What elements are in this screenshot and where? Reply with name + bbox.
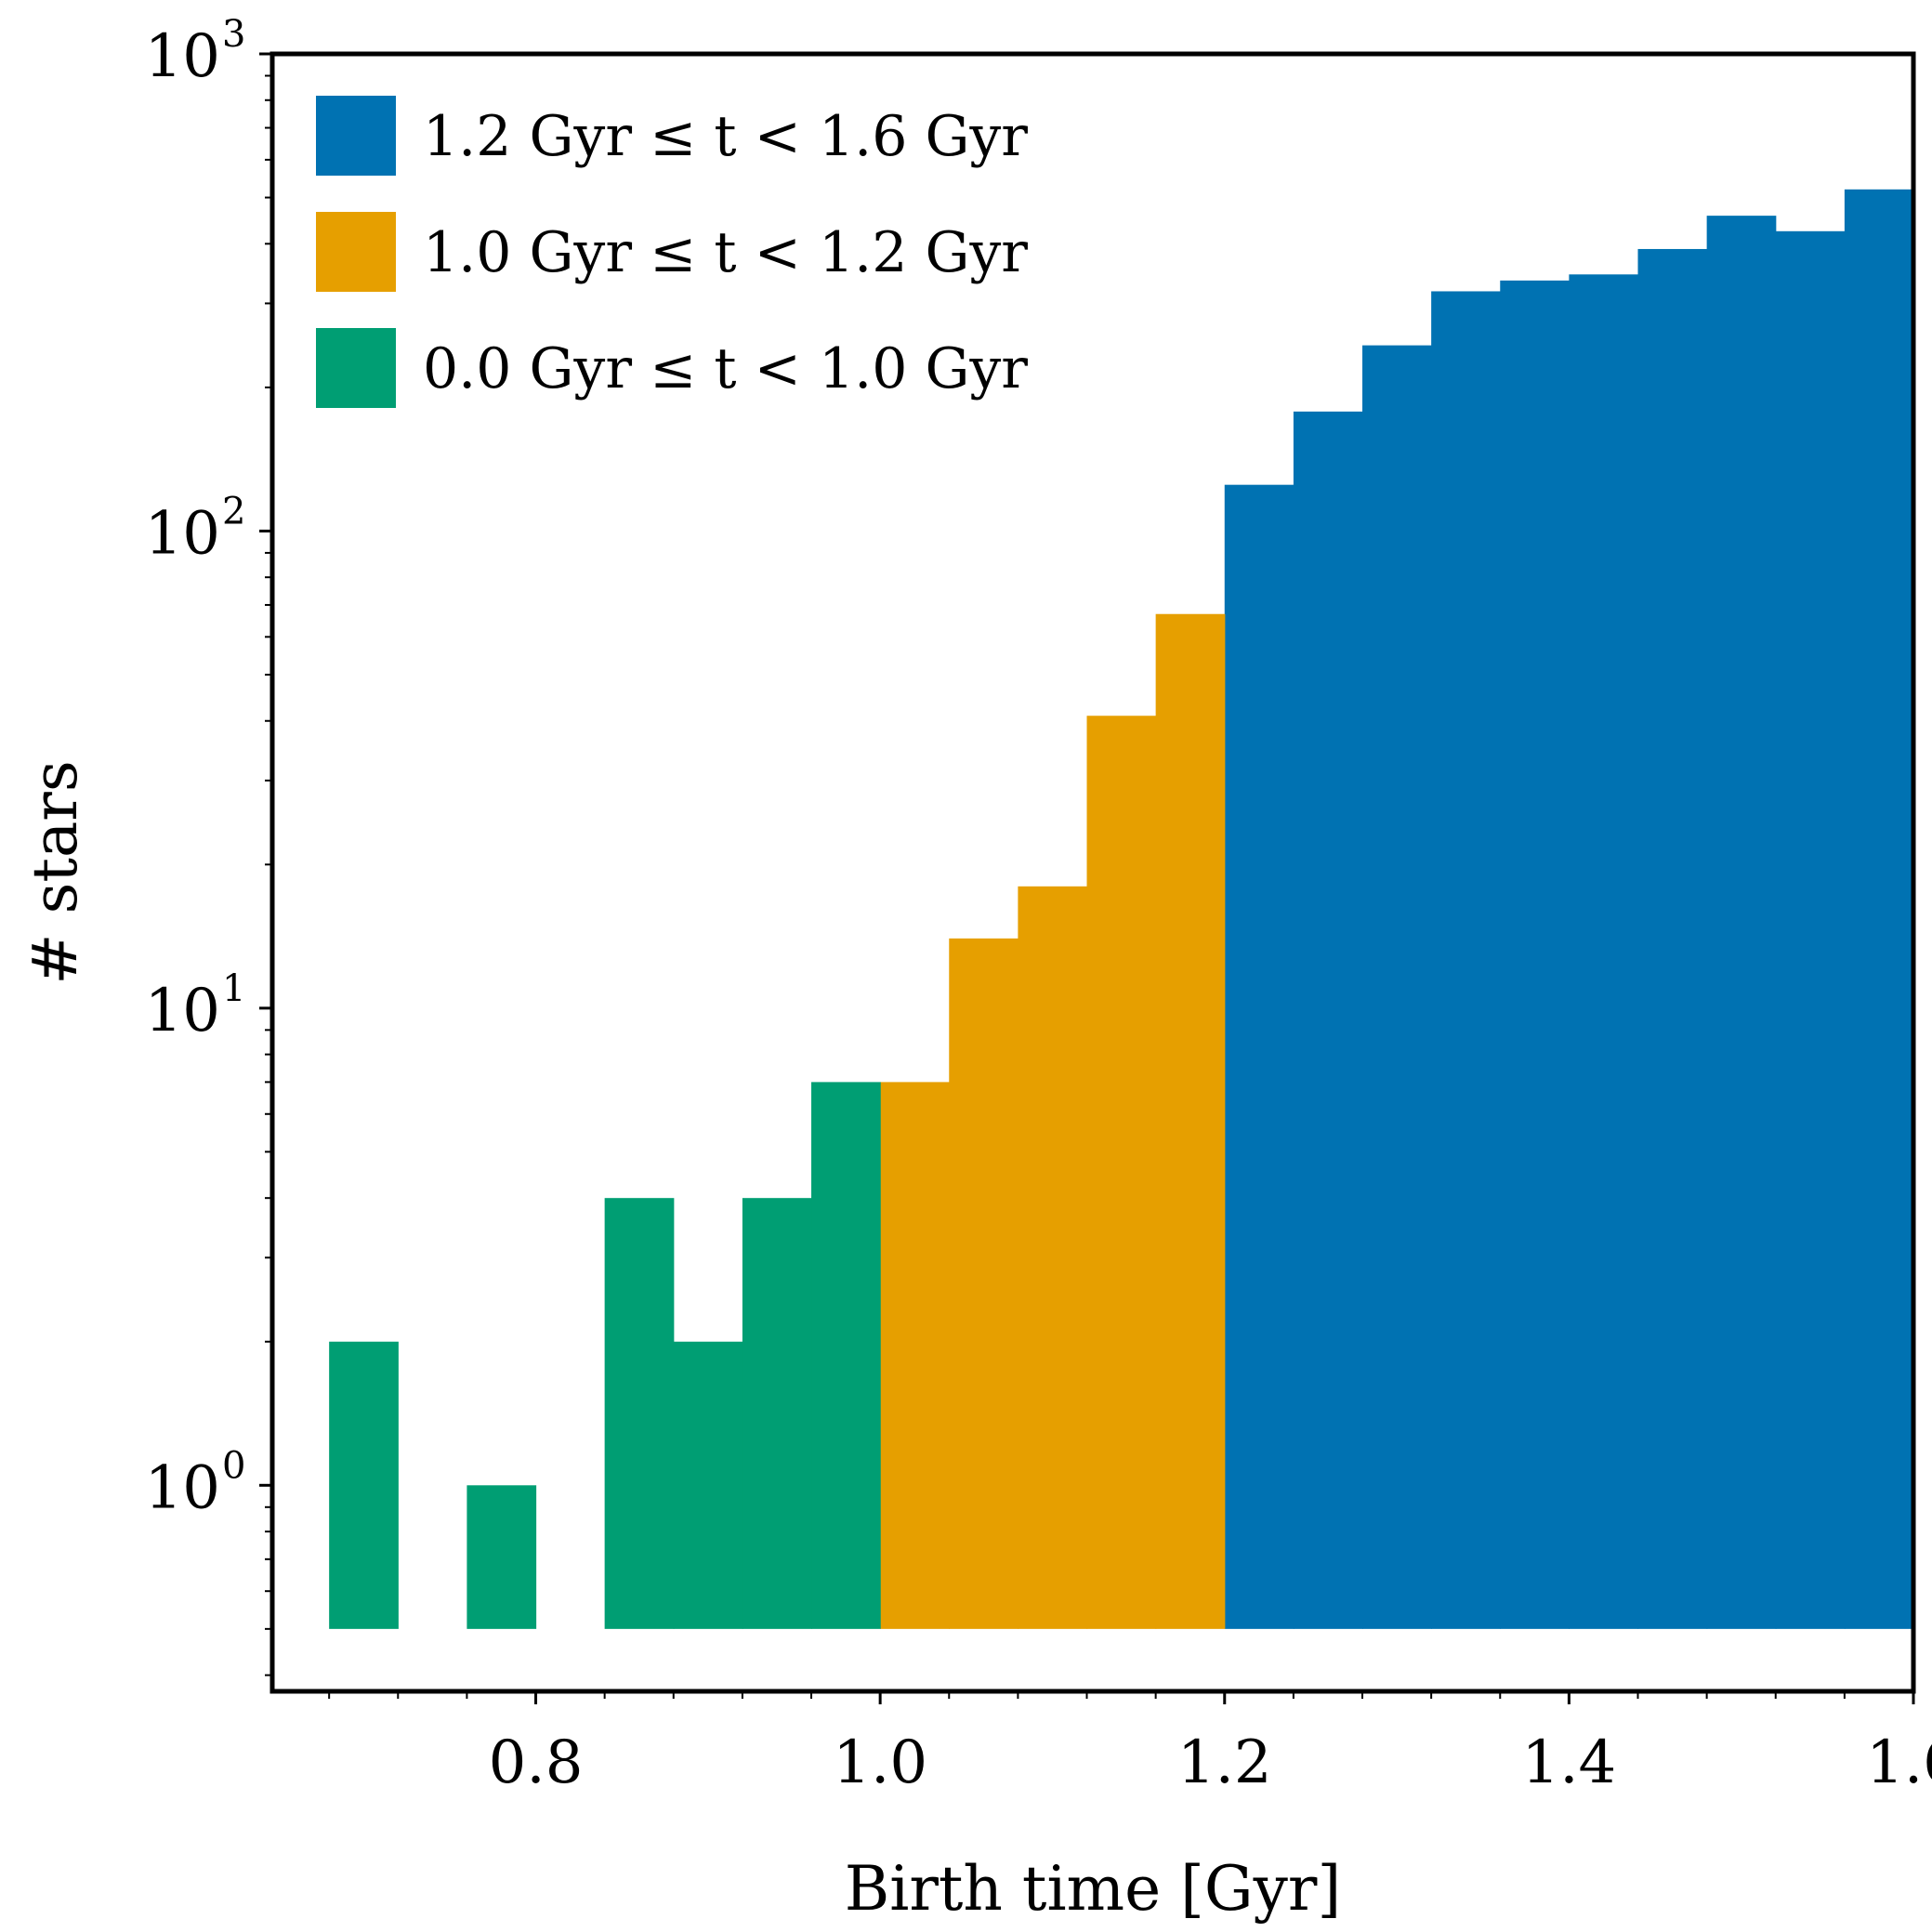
histogram-bar: [1706, 216, 1777, 1629]
histogram-bar: [1844, 189, 1914, 1629]
x-axis-label: Birth time [Gyr]: [845, 1853, 1341, 1925]
histogram-bar: [1155, 613, 1226, 1629]
histogram-bar: [1431, 291, 1501, 1629]
x-tick-label: 1.4: [1521, 1728, 1616, 1797]
histogram-bar: [1086, 716, 1157, 1629]
x-tick-label: 1.0: [833, 1728, 927, 1797]
histogram-bar: [880, 1082, 950, 1629]
legend-label: 1.2 Gyr ≤ t < 1.6 Gyr: [423, 104, 1028, 169]
histogram-bar: [329, 1341, 399, 1629]
y-tick-label: 10: [145, 1453, 220, 1522]
y-tick-label: 10: [145, 977, 220, 1045]
legend-label: 1.0 Gyr ≤ t < 1.2 Gyr: [423, 220, 1028, 285]
histogram-bar: [811, 1082, 881, 1629]
histogram-bar: [673, 1341, 743, 1629]
y-tick-label-exponent: 2: [222, 490, 245, 532]
histogram-bar: [1637, 248, 1708, 1629]
y-axis-label: # stars: [20, 760, 91, 984]
histogram-bar: [1569, 274, 1639, 1629]
bars-group: [329, 189, 1914, 1629]
x-tick-label: 1.2: [1177, 1728, 1272, 1797]
y-tick-label-exponent: 3: [222, 13, 245, 56]
y-tick-label-exponent: 0: [222, 1444, 245, 1487]
legend-label: 0.0 Gyr ≤ t < 1.0 Gyr: [423, 336, 1028, 401]
histogram-bar: [1293, 411, 1363, 1629]
legend: 1.2 Gyr ≤ t < 1.6 Gyr 1.0 Gyr ≤ t < 1.2 G…: [316, 96, 1028, 408]
x-tick-label: 1.6: [1866, 1728, 1932, 1797]
histogram-bar: [1018, 886, 1088, 1629]
histogram-bar: [1500, 280, 1570, 1629]
legend-swatch: [316, 328, 396, 408]
histogram-bar: [1224, 484, 1295, 1629]
x-tick-label: 0.8: [489, 1728, 584, 1797]
y-tick-label-exponent: 1: [222, 967, 245, 1010]
y-tick-label: 10: [145, 22, 220, 91]
histogram-bar: [1775, 230, 1846, 1629]
plot-frame: [269, 51, 1916, 1694]
y-tick-label: 10: [145, 499, 220, 568]
histogram-bar: [949, 938, 1019, 1629]
histogram-bar: [1362, 345, 1432, 1629]
histogram-bar: [467, 1485, 537, 1629]
legend-swatch: [316, 96, 396, 176]
histogram-bar: [604, 1198, 675, 1629]
legend-swatch: [316, 212, 396, 292]
histogram-bar: [742, 1198, 812, 1629]
